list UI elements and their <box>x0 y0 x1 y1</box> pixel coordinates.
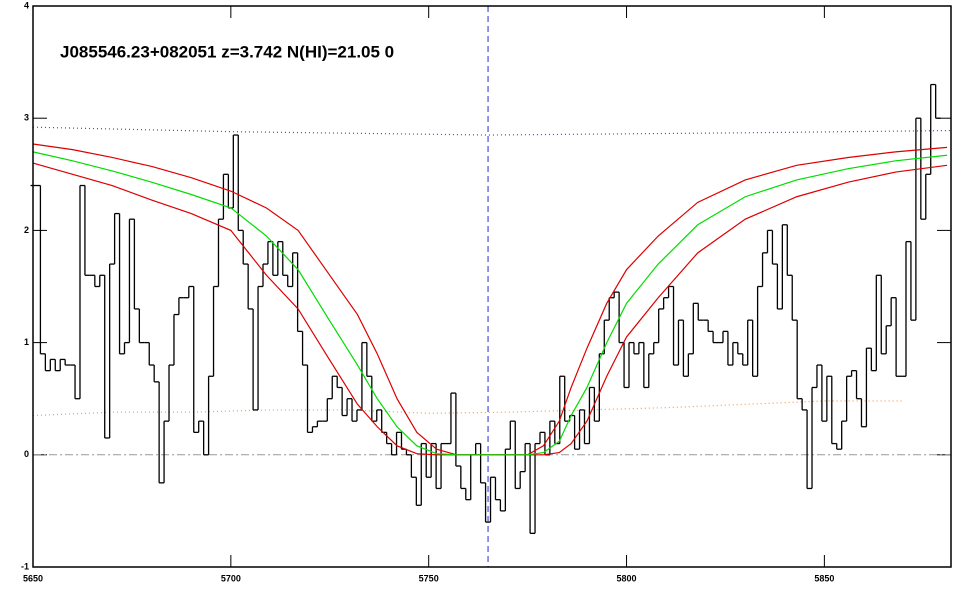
plot-frame <box>32 5 952 568</box>
x-tick-label: 5800 <box>617 573 637 583</box>
y-tick-label: -1 <box>21 561 29 571</box>
y-tick-label: 0 <box>24 449 29 459</box>
y-tick-label: 3 <box>24 113 29 123</box>
dotted-curve <box>32 126 952 136</box>
y-tick-label: 4 <box>24 0 29 10</box>
x-tick-label: 5650 <box>23 573 43 583</box>
chart-title: J085546.23+082051 z=3.742 N(HI)=21.05 0 <box>60 42 394 61</box>
x-tick-label: 5850 <box>814 573 834 583</box>
x-tick-label: 5750 <box>419 573 439 583</box>
model-curve <box>32 151 948 456</box>
y-tick-label: 2 <box>24 225 29 235</box>
plot-area: 5650 5700 5750 5800 5850 -1 0 1 2 3 4 <box>21 0 952 583</box>
y-tick-label: 1 <box>24 337 29 347</box>
x-tick-label: 5700 <box>221 573 241 583</box>
